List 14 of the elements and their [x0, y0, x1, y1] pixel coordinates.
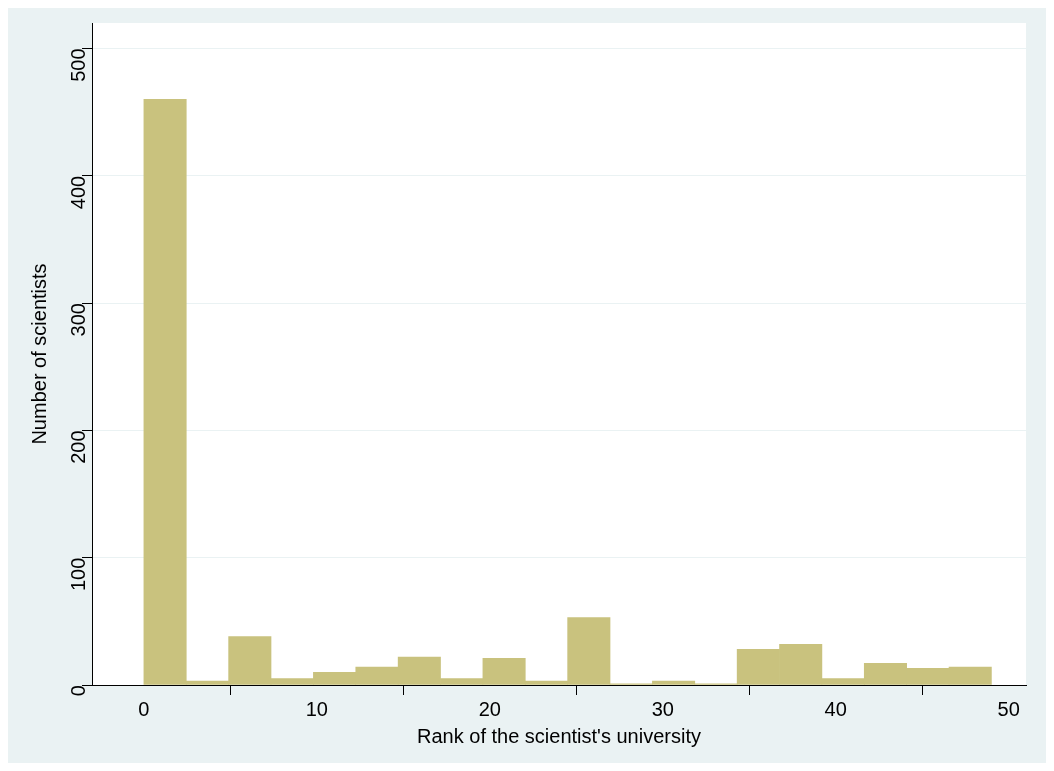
x-tick-label: 50 [997, 697, 1020, 720]
y-tick-label: 500 [66, 48, 89, 82]
x-tick-label: 40 [824, 697, 847, 720]
x-tick-label: 20 [478, 697, 501, 720]
y-axis-title: Number of scientists [27, 263, 50, 445]
y-tick-label: 200 [66, 430, 89, 464]
x-axis-title: Rank of the scientist's university [417, 724, 701, 747]
y-tick-label: 100 [66, 557, 89, 592]
y-tick-label: 0 [66, 685, 89, 697]
x-tick-label: 30 [651, 697, 674, 720]
x-tick-label: 10 [305, 697, 328, 720]
x-tick-label: 0 [138, 697, 150, 720]
y-tick-label: 400 [66, 175, 89, 210]
y-tick-label: 300 [66, 303, 89, 337]
